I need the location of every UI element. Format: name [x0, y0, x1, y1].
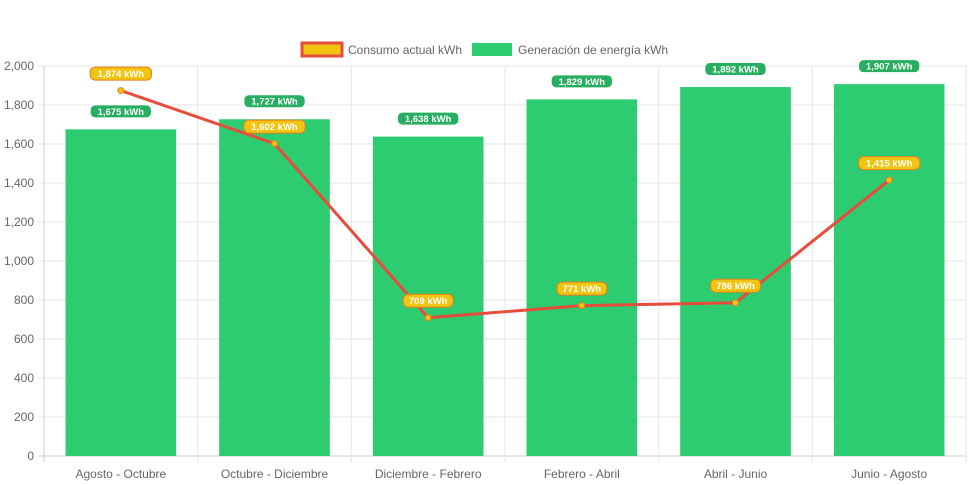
bar-generacion [219, 119, 330, 457]
line-data-label-text: 709 kWh [409, 296, 448, 307]
point-consumo [271, 140, 278, 148]
line-data-label: 1,602 kWh [243, 119, 306, 134]
point-consumo [578, 302, 586, 310]
legend-label-generacion[interactable]: Generación de energía kWh [518, 43, 668, 57]
bar-data-label-box [243, 94, 306, 109]
bar-data-label-text: 1,892 kWh [712, 65, 759, 76]
line-data-label: 786 kWh [710, 278, 761, 293]
bar-data-label: 1,829 kWh [550, 74, 613, 89]
x-tick-label: Agosto - Octubre [75, 467, 166, 481]
y-tick-label: 1,600 [4, 137, 34, 151]
bar-data-label-text: 1,829 kWh [559, 77, 606, 88]
bar-data-label: 1,727 kWh [243, 94, 306, 109]
bar-generacion [526, 99, 638, 456]
bar-data-label: 1,675 kWh [89, 104, 152, 119]
line-data-label: 1,874 kWh [89, 66, 152, 81]
line-data-label: 709 kWh [402, 293, 454, 308]
line-consumo [120, 89, 891, 320]
x-tick-label: Junio - Agosto [851, 467, 927, 481]
line-data-label-box [243, 119, 306, 134]
bar-data-label-text: 1,727 kWh [251, 97, 298, 108]
x-tick-label: Diciembre - Febrero [375, 467, 482, 481]
line-data-label-text: 1,602 kWh [251, 122, 298, 133]
legend[interactable]: Consumo actual kWh Generación de energía… [300, 41, 668, 58]
bar-data-label-box [397, 111, 460, 126]
line-data-label-text: 1,874 kWh [98, 69, 145, 80]
bar-data-label-text: 1,638 kWh [405, 114, 452, 125]
grid [38, 65, 967, 462]
line-data-label-text: 1,415 kWh [866, 159, 913, 170]
x-tick-label: Octubre - Diciembre [221, 467, 329, 481]
bar-series [65, 84, 945, 457]
point-consumo [117, 87, 125, 95]
bar-data-label-text: 1,907 kWh [866, 62, 913, 73]
bar-generacion [833, 84, 945, 456]
legend-item-consumo[interactable]: Consumo actual kWh [300, 41, 462, 58]
y-tick-label: 1,000 [4, 254, 34, 268]
line-data-label-box [858, 156, 921, 171]
line-data-label-box [402, 293, 454, 308]
y-tick-label: 2,000 [4, 59, 34, 73]
line-series [117, 87, 893, 322]
bar-data-label-box [550, 74, 613, 89]
legend-swatch-consumo [300, 41, 344, 58]
line-data-label-box [89, 66, 152, 81]
y-tick-label: 200 [14, 410, 34, 424]
x-tick-label: Febrero - Abril [544, 467, 620, 481]
y-tick-label: 400 [14, 371, 34, 385]
x-tick-label: Abril - Junio [704, 467, 768, 481]
bar-data-label-text: 1,675 kWh [98, 107, 145, 118]
line-data-label-box [556, 281, 608, 296]
legend-swatch-generacion [472, 43, 512, 56]
y-tick-label: 800 [14, 293, 34, 307]
legend-item-generacion[interactable]: Generación de energía kWh [472, 43, 668, 57]
point-consumo [424, 314, 432, 322]
y-tick-label: 1,800 [4, 98, 34, 112]
y-tick-label: 600 [14, 332, 34, 346]
bar-data-label-box [704, 62, 767, 77]
y-tick-label: 1,400 [4, 176, 34, 190]
bar-data-label: 1,907 kWh [858, 59, 921, 74]
data-labels: 1,675 kWh 1,727 kWh 1,638 kWh 1,829 kWh 1,89… [89, 59, 921, 308]
y-axis: 0 200 400 600 800 1,000 1,200 1,400 1,600 1,800 2,… [4, 59, 34, 463]
bar-data-label: 1,892 kWh [704, 62, 767, 77]
legend-label-consumo[interactable]: Consumo actual kWh [348, 43, 462, 57]
line-data-label: 1,415 kWh [858, 156, 921, 171]
point-consumo [885, 176, 893, 184]
x-axis: Agosto - Octubre Octubre - Diciembre Dicie… [75, 467, 927, 481]
line-data-label: 771 kWh [556, 281, 608, 296]
point-consumo [732, 299, 739, 307]
line-data-label-box [710, 278, 761, 293]
y-tick-label: 1,200 [4, 215, 34, 229]
bar-data-label-box [89, 104, 152, 119]
y-tick-label: 0 [27, 449, 34, 463]
line-data-label-text: 786 kWh [716, 281, 755, 292]
bar-data-label-box [858, 59, 921, 74]
line-data-label-text: 771 kWh [563, 284, 602, 295]
bar-generacion [65, 129, 177, 456]
bar-data-label: 1,638 kWh [397, 111, 460, 126]
